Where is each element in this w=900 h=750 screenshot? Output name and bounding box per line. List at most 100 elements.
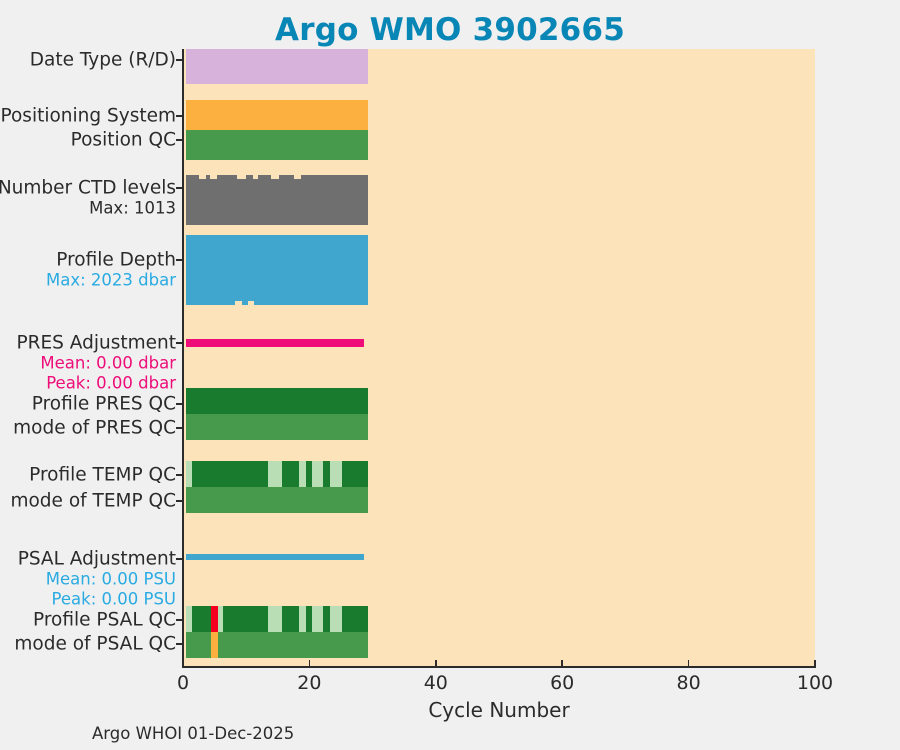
x-tick-60 — [561, 660, 563, 667]
ctd-notch-2 — [237, 175, 247, 179]
x-axis-line — [182, 666, 816, 668]
segment-profile-temp-qc-8 — [330, 461, 342, 487]
ctd-notch-1 — [210, 175, 218, 179]
y-tick-profile-depth — [176, 259, 183, 261]
y-tick-positioning-system — [176, 115, 183, 117]
segment-profile-depth — [186, 235, 368, 305]
segment-profile-psal-qc-9 — [311, 606, 324, 632]
bar-number-ctd-levels — [183, 175, 815, 225]
segment-mode-of-temp-qc-0 — [186, 487, 368, 513]
row-label-profile-psal-qc: Profile PSAL QC — [33, 609, 176, 631]
y-tick-profile-psal-qc — [176, 619, 183, 621]
x-axis-title: Cycle Number — [428, 698, 570, 722]
x-tick-label-80: 80 — [676, 672, 701, 694]
bar-profile-temp-qc — [183, 461, 815, 487]
segment-profile-temp-qc-4 — [299, 461, 306, 487]
ctd-notch-0 — [199, 175, 206, 179]
y-tick-date-type-r-d — [176, 59, 183, 61]
bar-mode-of-psal-qc — [183, 632, 815, 658]
x-tick-20 — [308, 660, 311, 667]
segment-profile-psal-qc-12 — [341, 606, 368, 632]
segment-profile-temp-qc-3 — [281, 461, 300, 487]
bar-profile-pres-qc — [183, 388, 815, 414]
x-tick-label-40: 40 — [423, 672, 448, 694]
y-tick-mode-of-pres-qc — [176, 427, 183, 429]
chart-title: Argo WMO 3902665 — [275, 12, 625, 48]
segment-profile-temp-qc-2 — [268, 461, 282, 487]
segment-mode-of-psal-qc-0 — [186, 632, 212, 658]
row-label-profile-temp-qc: Profile TEMP QC — [29, 464, 176, 486]
bar-psal-adjustment — [183, 554, 815, 560]
y-axis-line — [182, 49, 184, 667]
row-sublabel-profile-depth: Max: 2023 dbar — [46, 270, 176, 290]
row-sublabel-psal-adjustment: Mean: 0.00 PSU — [45, 569, 176, 589]
segment-profile-psal-qc-1 — [192, 606, 212, 632]
segment-profile-temp-qc-5 — [305, 461, 312, 487]
depth-notch-1 — [248, 301, 255, 305]
segment-profile-temp-qc-1 — [192, 461, 269, 487]
row-label-mode-of-psal-qc: mode of PSAL QC — [14, 633, 176, 655]
row-label-profile-pres-qc: Profile PRES QC — [31, 393, 176, 415]
x-tick-label-60: 60 — [550, 672, 575, 694]
segment-mode-of-pres-qc-0 — [186, 414, 368, 440]
segment-number-ctd-levels — [186, 175, 368, 225]
bar-pres-adjustment — [183, 339, 815, 347]
chart-footer: Argo WHOI 01-Dec-2025 — [92, 724, 295, 743]
row-label-pres-adjustment: PRES Adjustment — [16, 332, 176, 354]
segment-profile-temp-qc-7 — [323, 461, 331, 487]
x-tick-40 — [435, 660, 437, 667]
segment-position-qc — [186, 130, 368, 160]
bar-position-qc — [183, 130, 815, 160]
bar-date-type-r-d — [183, 49, 815, 84]
y-tick-mode-of-psal-qc — [176, 643, 183, 645]
segment-psal-adjustment — [186, 554, 364, 560]
x-tick-100 — [814, 660, 816, 667]
segment-profile-temp-qc-9 — [341, 461, 368, 487]
row-sublabel2-pres-adjustment: Peak: 0.00 dbar — [46, 373, 176, 393]
segment-profile-psal-qc-6 — [281, 606, 300, 632]
y-tick-pres-adjustment — [176, 342, 183, 344]
row-sublabel-number-ctd-levels: Max: 1013 — [89, 198, 176, 218]
bar-profile-psal-qc — [183, 606, 815, 632]
row-label-date-type-r-d: Date Type (R/D) — [29, 49, 176, 71]
segment-profile-psal-qc-0 — [186, 606, 193, 632]
y-tick-profile-temp-qc — [176, 474, 183, 476]
row-sublabel2-psal-adjustment: Peak: 0.00 PSU — [51, 589, 176, 609]
row-label-positioning-system: Positioning System — [0, 105, 176, 127]
segment-pres-adjustment — [186, 339, 364, 347]
x-tick-80 — [687, 660, 690, 667]
row-label-position-qc: Position QC — [70, 129, 176, 151]
row-sublabel-pres-adjustment: Mean: 0.00 dbar — [40, 353, 176, 373]
x-tick-0 — [182, 660, 184, 667]
segment-positioning-system — [186, 100, 368, 130]
segment-profile-psal-qc-10 — [323, 606, 331, 632]
y-tick-mode-of-temp-qc — [176, 500, 183, 502]
row-label-profile-depth: Profile Depth — [56, 249, 176, 271]
row-label-mode-of-pres-qc: mode of PRES QC — [13, 417, 176, 439]
y-tick-psal-adjustment — [176, 558, 183, 560]
segment-profile-psal-qc-5 — [268, 606, 282, 632]
segment-profile-psal-qc-3 — [217, 606, 224, 632]
segment-profile-temp-qc-6 — [311, 461, 324, 487]
y-tick-profile-pres-qc — [176, 403, 183, 405]
segment-mode-of-psal-qc-2 — [217, 632, 368, 658]
row-label-psal-adjustment: PSAL Adjustment — [17, 548, 176, 570]
row-label-mode-of-temp-qc: mode of TEMP QC — [10, 490, 176, 512]
segment-profile-psal-qc-8 — [305, 606, 312, 632]
segment-profile-pres-qc-0 — [186, 388, 368, 414]
bar-profile-depth — [183, 235, 815, 305]
y-tick-number-ctd-levels — [176, 187, 183, 189]
row-label-number-ctd-levels: Number CTD levels — [0, 177, 176, 199]
segment-profile-psal-qc-4 — [223, 606, 269, 632]
segment-date-type-r-d — [186, 49, 368, 84]
segment-profile-psal-qc-2 — [211, 606, 218, 632]
bar-mode-of-temp-qc — [183, 487, 815, 513]
segment-profile-psal-qc-11 — [330, 606, 342, 632]
segment-profile-psal-qc-7 — [299, 606, 306, 632]
y-tick-position-qc — [176, 139, 183, 141]
ctd-notch-4 — [271, 175, 280, 179]
bar-positioning-system — [183, 100, 815, 130]
x-tick-label-100: 100 — [796, 672, 834, 694]
segment-profile-temp-qc-0 — [186, 461, 193, 487]
bar-mode-of-pres-qc — [183, 414, 815, 440]
